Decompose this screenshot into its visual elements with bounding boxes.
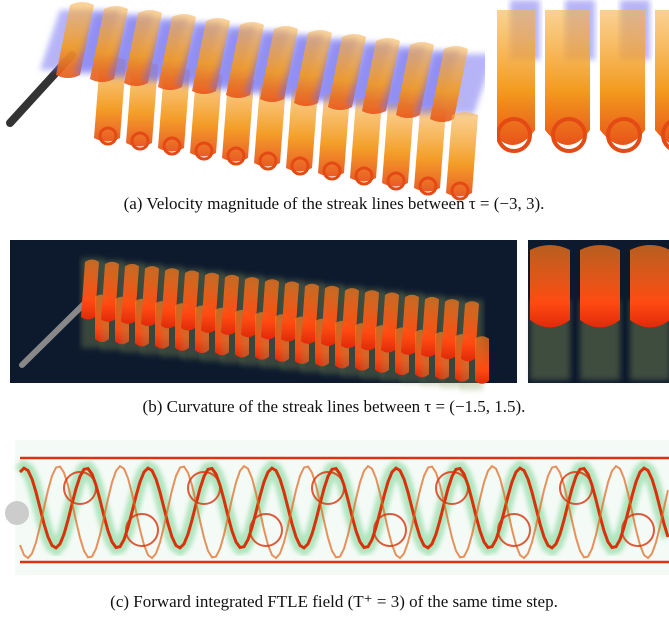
page: (a) Velocity magnitude of the streak lin… — [0, 0, 669, 618]
panel-a-zoom — [485, 0, 669, 165]
panel-a-image — [10, 2, 494, 199]
caption: (b) Curvature of the streak lines betwee… — [143, 397, 526, 416]
roll — [630, 245, 669, 328]
roll — [530, 245, 570, 328]
panel-c-image — [5, 440, 669, 575]
panel-b-zoom — [528, 240, 669, 383]
caption: (c) Forward integrated FTLE field (T⁺ = … — [110, 592, 558, 611]
roll — [475, 336, 489, 384]
zoom-frame — [485, 0, 497, 165]
caption: (a) Velocity magnitude of the streak lin… — [124, 194, 545, 213]
figure: (a) Velocity magnitude of the streak lin… — [0, 0, 669, 618]
roll — [580, 245, 620, 328]
panel-b-image — [10, 240, 517, 390]
cylinder — [5, 501, 29, 525]
